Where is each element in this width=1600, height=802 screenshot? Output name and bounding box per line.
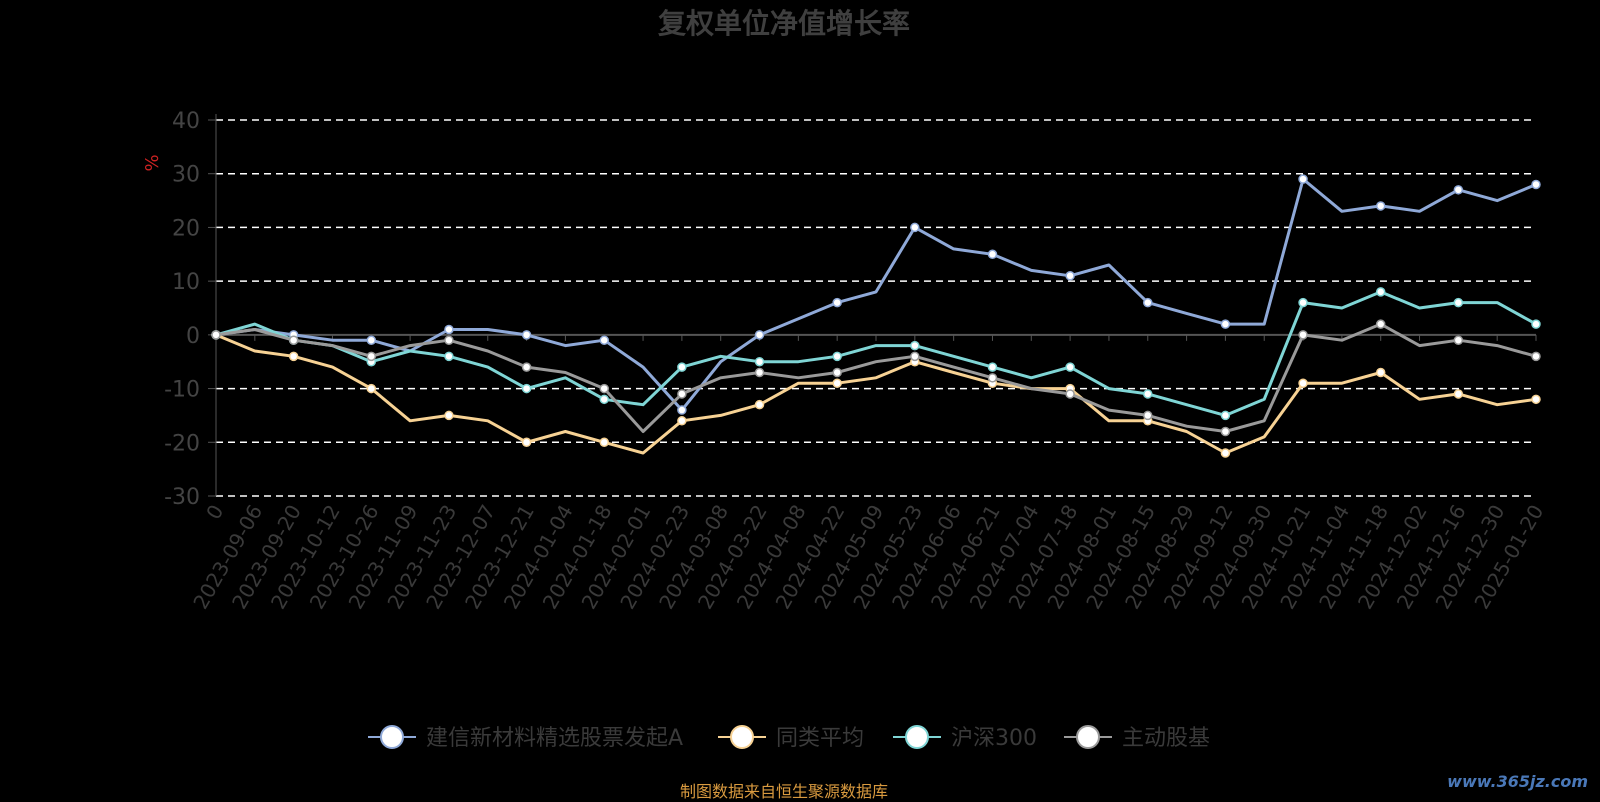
data-point xyxy=(1531,319,1541,329)
data-point xyxy=(910,222,920,233)
series-lines xyxy=(211,174,1541,458)
data-point xyxy=(1375,367,1386,378)
data-point xyxy=(1143,410,1153,421)
data-point xyxy=(1220,426,1231,437)
legend-swatch-marker xyxy=(1076,725,1100,749)
data-point xyxy=(1531,351,1541,362)
y-axis-label: % xyxy=(142,154,163,171)
series-line-3 xyxy=(215,322,1537,433)
y-tick-label: -20 xyxy=(164,431,200,456)
data-point xyxy=(832,378,842,388)
legend-label: 同类平均 xyxy=(776,726,864,751)
data-point xyxy=(444,410,454,421)
data-point xyxy=(910,340,920,351)
y-tick-label: 20 xyxy=(172,216,200,241)
data-point xyxy=(1065,389,1075,399)
data-point xyxy=(987,362,998,372)
data-point xyxy=(211,330,221,340)
data-point xyxy=(987,373,998,383)
legend-item-1: 同类平均 xyxy=(718,725,864,751)
data-point xyxy=(1453,297,1464,308)
series-line-2 xyxy=(215,290,1537,417)
data-point xyxy=(677,416,687,426)
data-point xyxy=(599,383,609,394)
data-point xyxy=(832,351,842,362)
data-point xyxy=(1143,297,1153,308)
source-note: 制图数据来自恒生聚源数据库 xyxy=(679,782,888,801)
data-point xyxy=(832,367,842,378)
data-point xyxy=(1220,448,1231,458)
data-point xyxy=(366,383,377,394)
chart-title: 复权单位净值增长率 xyxy=(657,7,910,40)
data-point xyxy=(444,335,454,345)
y-tick-label: 40 xyxy=(172,109,200,134)
data-point xyxy=(1065,362,1075,372)
legend-swatch-marker xyxy=(905,725,929,749)
legend-item-2: 沪深300 xyxy=(893,725,1037,751)
data-point xyxy=(444,351,454,362)
data-point xyxy=(366,335,377,345)
data-point xyxy=(987,249,998,260)
data-point xyxy=(599,335,609,345)
data-point xyxy=(1531,179,1541,190)
data-point xyxy=(1375,201,1386,211)
data-point xyxy=(754,367,765,378)
data-point xyxy=(1453,389,1464,399)
legend-label: 主动股基 xyxy=(1122,726,1210,751)
data-point xyxy=(910,351,920,362)
legend-swatch-marker xyxy=(380,725,404,749)
series-line-0 xyxy=(215,177,1537,412)
data-point xyxy=(288,351,299,362)
data-point xyxy=(521,437,532,448)
x-axis: 02023-09-062023-09-202023-10-122023-10-2… xyxy=(188,334,1548,613)
data-point xyxy=(1298,297,1308,308)
watermark: www.365jz.com xyxy=(1447,772,1588,791)
data-point xyxy=(1453,185,1464,195)
data-point xyxy=(677,362,687,372)
legend-label: 沪深300 xyxy=(951,726,1037,751)
data-point xyxy=(1298,330,1308,340)
y-axis: 40 30 20 10 0 -10 -20 -30% xyxy=(142,109,217,510)
data-point xyxy=(754,330,765,340)
y-tick-label: -30 xyxy=(164,485,200,510)
data-point xyxy=(1298,174,1308,184)
data-point xyxy=(1375,287,1386,297)
x-tick-label: 0 xyxy=(201,501,228,524)
legend-item-3: 主动股基 xyxy=(1064,725,1210,751)
data-point xyxy=(366,351,377,362)
data-point xyxy=(1143,389,1153,399)
legend-item-0: 建信新材料精选股票发起A xyxy=(368,725,683,751)
y-tick-label: -10 xyxy=(164,378,200,403)
data-point xyxy=(754,356,765,367)
data-point xyxy=(599,394,609,405)
legend-label: 建信新材料精选股票发起A xyxy=(426,726,683,751)
y-tick-label: 30 xyxy=(172,163,200,188)
data-point xyxy=(1531,394,1541,405)
data-point xyxy=(677,389,687,399)
data-point xyxy=(754,399,765,410)
legend-swatch-marker xyxy=(730,725,754,749)
y-tick-label: 0 xyxy=(186,324,200,349)
data-point xyxy=(521,383,532,394)
data-point xyxy=(832,297,842,308)
data-point xyxy=(1220,410,1231,421)
data-point xyxy=(444,324,454,335)
data-point xyxy=(1375,319,1386,329)
data-point xyxy=(599,437,609,448)
data-point xyxy=(1220,319,1231,329)
legend: 建信新材料精选股票发起A 同类平均 沪深300 主动股基 xyxy=(368,725,1210,751)
data-point xyxy=(521,330,532,340)
data-point xyxy=(1298,378,1308,388)
series-line-1 xyxy=(215,333,1537,455)
data-point xyxy=(521,362,532,372)
y-tick-label: 10 xyxy=(172,270,200,295)
data-point xyxy=(1065,271,1075,281)
data-point xyxy=(677,405,687,415)
data-point xyxy=(1453,335,1464,345)
data-point xyxy=(288,335,299,345)
